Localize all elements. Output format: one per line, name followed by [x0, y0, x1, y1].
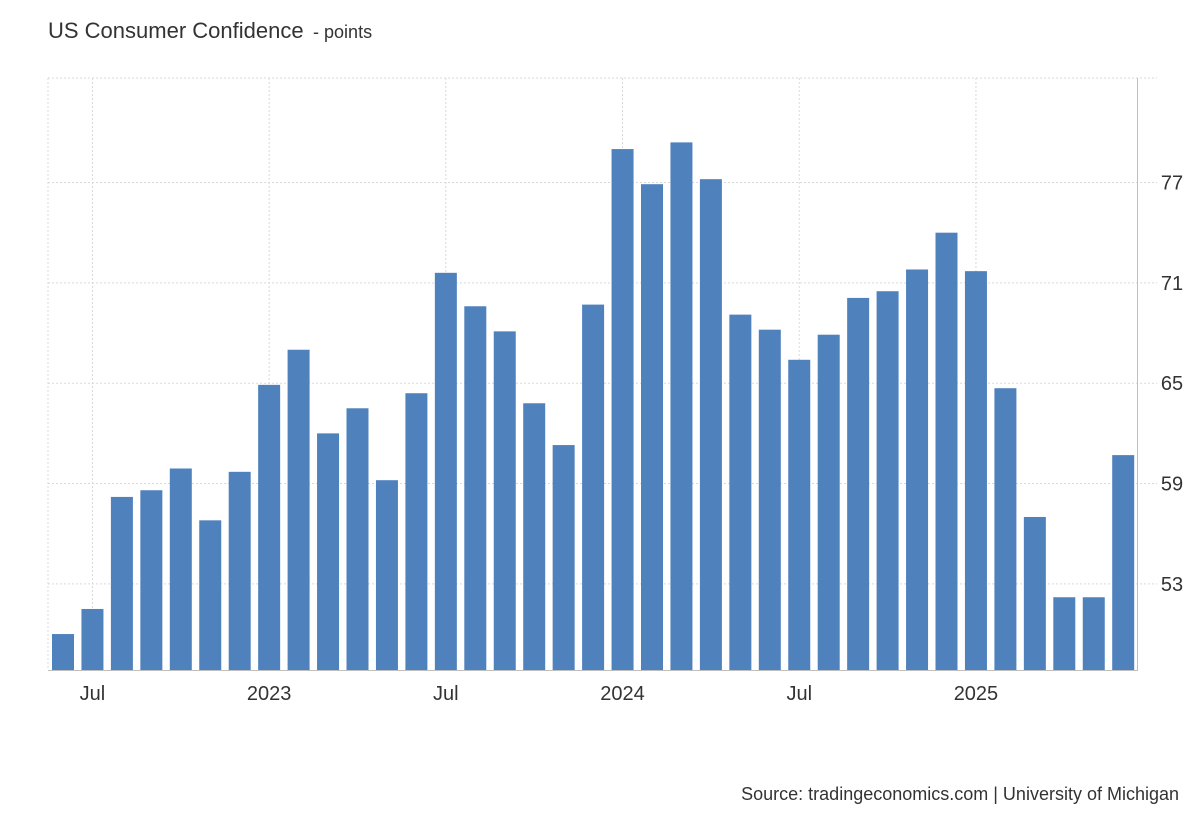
bar[interactable]: Aug 2023: 69.6	[464, 306, 487, 670]
bar[interactable]: Apr 2025: 52.2	[1053, 597, 1076, 670]
bar[interactable]: Jan 2023: 64.9	[258, 384, 281, 670]
y-axis-labels: 53 59 65 71 77	[1161, 173, 1183, 596]
bar[interactable]: Dec 2022: 59.7	[228, 471, 251, 670]
bar[interactable]: Nov 2024: 71.8	[906, 269, 929, 670]
bar[interactable]: Apr 2023: 63.5	[346, 408, 369, 670]
bar[interactable]: Nov 2023: 61.3	[552, 445, 575, 670]
y-tick-label: 71	[1161, 273, 1183, 295]
bar[interactable]: Sep 2024: 70.1	[847, 297, 870, 670]
bar[interactable]: Jun 2023: 64.4	[405, 393, 428, 670]
x-tick-label: Jul	[80, 683, 106, 705]
bar[interactable]: Feb 2024: 76.9	[641, 184, 663, 670]
bar[interactable]: Jul 2023: 71.6	[434, 272, 457, 670]
bar[interactable]: May 2025: 52.2	[1082, 597, 1105, 670]
bar[interactable]: Sep 2022: 58.6	[140, 490, 163, 670]
x-tick-label: 2023	[247, 683, 292, 705]
subtitle-separator: -	[308, 22, 325, 42]
bar[interactable]: Dec 2023: 69.7	[582, 304, 605, 670]
chart-unit: points	[324, 22, 373, 42]
bar[interactable]: Dec 2024: 74	[935, 232, 958, 670]
chart-title-block: US Consumer Confidence - points	[48, 18, 372, 44]
source-note: Source: tradingeconomics.com | Universit…	[741, 784, 1179, 804]
bar[interactable]: Mar 2024: 79.4	[670, 142, 693, 670]
x-tick-label: 2025	[954, 683, 999, 705]
bar[interactable]: Mar 2025: 57	[1023, 516, 1046, 670]
bar[interactable]: Oct 2024: 70.5	[876, 291, 899, 670]
bar[interactable]: May 2023: 59.2	[375, 480, 398, 670]
y-tick-label: 53	[1161, 574, 1183, 596]
y-tick-label: 77	[1161, 173, 1183, 195]
bar[interactable]: Jun 2024: 68.2	[758, 329, 781, 670]
bar[interactable]: Jun 2022: 50	[52, 634, 74, 670]
y-tick-label: 59	[1161, 474, 1183, 496]
bars: Jun 2022: 50 Jul 2022: 51.5 Aug 2022: 58.2…	[52, 142, 1135, 670]
bar[interactable]: Jul 2024: 66.4	[788, 359, 811, 670]
bar[interactable]: Jan 2025: 71.7	[964, 271, 987, 670]
bar[interactable]: Apr 2024: 77.2	[699, 179, 722, 670]
x-axis-labels: Jul 2023 Jul 2024 Jul 2025	[80, 683, 999, 705]
bar[interactable]: Feb 2023: 67	[287, 349, 310, 670]
chart-title: US Consumer Confidence	[48, 18, 304, 43]
bar[interactable]: Aug 2022: 58.2	[110, 496, 133, 670]
bar[interactable]: Aug 2024: 67.9	[817, 334, 840, 670]
y-tick-label: 65	[1161, 373, 1183, 395]
x-tick-label: Jul	[433, 683, 459, 705]
bar[interactable]: Jan 2024: 79	[611, 149, 634, 670]
axes	[48, 78, 1138, 671]
bar[interactable]: Sep 2023: 68.1	[493, 331, 516, 670]
bar[interactable]: Jun 2025: 60.7	[1112, 455, 1135, 670]
bar[interactable]: Feb 2025: 64.7	[994, 388, 1017, 670]
bar[interactable]: Oct 2022: 59.9	[169, 468, 192, 670]
chart-subtitle: - points	[308, 22, 372, 42]
bar[interactable]: Mar 2023: 62	[317, 433, 340, 670]
x-tick-label: 2024	[600, 683, 645, 705]
bar[interactable]: May 2024: 69.1	[729, 314, 752, 670]
bar[interactable]: Nov 2022: 56.8	[199, 520, 222, 670]
bar[interactable]: Jul 2022: 51.5	[81, 608, 104, 670]
x-tick-label: Jul	[786, 683, 812, 705]
bar[interactable]: Oct 2023: 63.8	[523, 403, 546, 670]
